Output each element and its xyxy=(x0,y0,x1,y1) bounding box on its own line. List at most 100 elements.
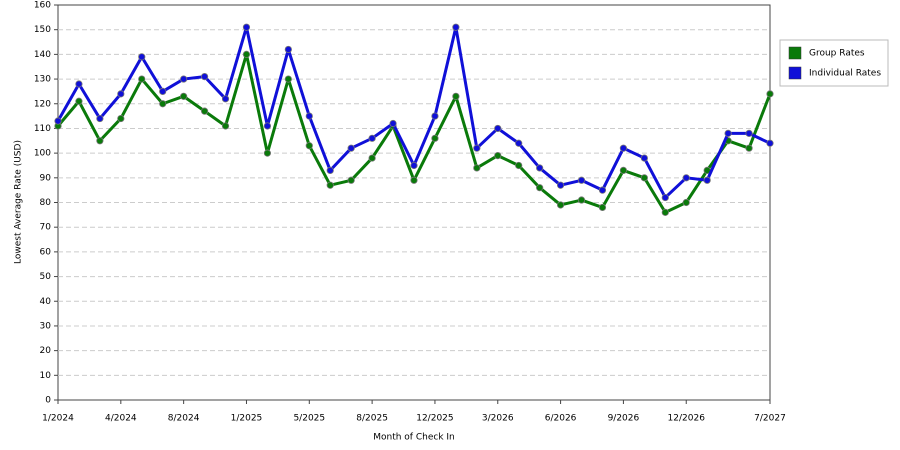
data-point xyxy=(221,95,230,103)
x-tick-label: 12/2026 xyxy=(668,414,706,424)
legend-swatch xyxy=(788,46,802,60)
data-point xyxy=(347,176,355,184)
data-point xyxy=(117,90,125,98)
y-tick-label: 160 xyxy=(34,1,51,11)
data-point xyxy=(577,196,586,204)
y-tick-label: 10 xyxy=(40,371,52,381)
data-point xyxy=(326,181,334,189)
x-tick-label: 8/2024 xyxy=(168,414,200,424)
data-point xyxy=(389,119,397,128)
data-point xyxy=(159,100,167,108)
legend-swatch xyxy=(788,66,802,80)
x-tick-label: 6/2026 xyxy=(545,414,577,424)
y-tick-label: 120 xyxy=(34,99,51,109)
data-point xyxy=(180,75,188,83)
data-point xyxy=(368,154,376,162)
data-point xyxy=(410,176,418,184)
y-tick-label: 100 xyxy=(34,149,51,159)
data-point xyxy=(661,193,669,202)
data-point xyxy=(284,75,292,83)
data-point xyxy=(284,45,292,54)
x-tick-label: 3/2026 xyxy=(482,414,514,424)
data-point xyxy=(431,134,439,142)
y-tick-label: 130 xyxy=(34,75,51,85)
data-point xyxy=(766,139,774,147)
data-point xyxy=(96,137,104,145)
x-tick-label: 7/2027 xyxy=(754,414,786,424)
x-tick-label: 5/2025 xyxy=(293,414,325,424)
y-tick-label: 50 xyxy=(40,272,52,282)
data-point xyxy=(326,166,334,175)
data-point xyxy=(75,80,83,88)
data-point xyxy=(703,176,711,184)
data-point xyxy=(473,164,481,172)
data-point xyxy=(556,181,565,189)
data-point xyxy=(305,142,313,150)
y-tick-label: 110 xyxy=(34,124,51,134)
data-point xyxy=(138,53,146,61)
y-tick-label: 20 xyxy=(40,346,52,356)
data-point xyxy=(619,166,628,175)
data-point xyxy=(515,139,523,147)
data-point xyxy=(96,114,104,123)
x-tick-label: 1/2024 xyxy=(42,414,74,424)
data-point xyxy=(200,72,209,81)
data-point xyxy=(305,112,313,120)
data-point xyxy=(682,174,690,182)
data-point xyxy=(347,144,355,152)
x-tick-label: 4/2024 xyxy=(105,414,137,424)
data-point xyxy=(515,161,523,170)
data-point xyxy=(745,129,753,137)
data-point xyxy=(640,154,648,162)
data-point xyxy=(661,208,669,216)
x-tick-label: 9/2026 xyxy=(608,414,640,424)
data-point xyxy=(494,124,502,133)
y-tick-label: 0 xyxy=(45,396,51,406)
data-point xyxy=(598,186,607,194)
data-point xyxy=(536,184,544,192)
y-tick-label: 90 xyxy=(40,173,52,183)
data-point xyxy=(745,144,753,152)
data-point xyxy=(598,203,607,212)
y-tick-label: 140 xyxy=(34,50,51,60)
data-point xyxy=(75,97,83,105)
data-point xyxy=(117,114,125,123)
data-point xyxy=(54,117,62,125)
y-tick-label: 30 xyxy=(40,321,52,331)
y-tick-label: 150 xyxy=(34,25,51,35)
data-point xyxy=(242,23,251,31)
data-point xyxy=(556,201,565,209)
data-point xyxy=(431,112,439,120)
data-point xyxy=(410,161,418,170)
x-tick-label: 1/2025 xyxy=(231,414,263,424)
data-point xyxy=(494,151,502,160)
data-point xyxy=(263,149,272,157)
data-point xyxy=(138,75,146,83)
y-tick-label: 80 xyxy=(40,198,52,208)
data-point xyxy=(221,122,230,130)
data-point xyxy=(682,198,690,207)
data-point xyxy=(159,87,167,96)
data-point xyxy=(263,122,272,130)
y-tick-label: 40 xyxy=(40,297,52,307)
data-point xyxy=(766,90,774,98)
y-axis-label: Lowest Average Rate (USD) xyxy=(14,140,24,264)
y-tick-label: 60 xyxy=(40,247,52,257)
data-point xyxy=(640,174,648,182)
y-tick-label: 70 xyxy=(40,223,52,233)
data-point xyxy=(242,50,251,58)
data-point xyxy=(452,92,460,100)
data-point xyxy=(536,164,544,172)
x-tick-label: 8/2025 xyxy=(356,414,388,424)
x-axis-label: Month of Check In xyxy=(373,433,455,443)
legend-label: Individual Rates xyxy=(809,69,881,79)
data-point xyxy=(200,107,209,115)
data-point xyxy=(180,92,188,100)
data-point xyxy=(368,134,376,142)
data-point xyxy=(577,176,586,184)
data-point xyxy=(619,144,628,152)
data-point xyxy=(724,129,732,137)
x-tick-label: 12/2025 xyxy=(416,414,453,424)
legend-label: Group Rates xyxy=(809,49,865,59)
